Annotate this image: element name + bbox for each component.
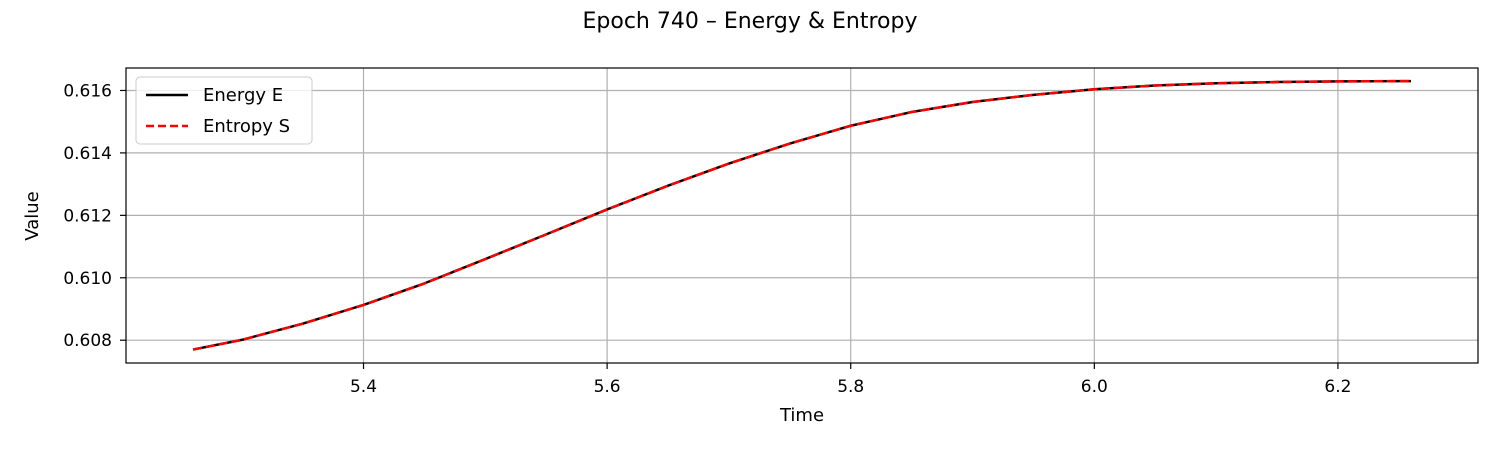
y-tick-label: 0.612	[63, 206, 112, 226]
legend-label-entropy: Entropy S	[203, 116, 290, 137]
series-layer	[192, 79, 1412, 351]
y-tick-label: 0.616	[63, 81, 112, 101]
y-tick-label: 0.608	[63, 331, 112, 351]
series-line-entropy	[192, 79, 1412, 351]
x-tick-label: 5.4	[350, 377, 377, 397]
chart-title: Epoch 740 – Energy & Entropy	[583, 9, 918, 34]
x-axis-ticks: 5.4 5.6 5.8 6.0 6.2	[350, 363, 1351, 397]
legend-label-energy: Energy E	[203, 85, 283, 106]
legend: Energy E Entropy S	[135, 76, 313, 145]
y-tick-label: 0.614	[63, 144, 112, 164]
grid-lines	[126, 68, 1478, 363]
x-tick-label: 5.6	[594, 377, 621, 397]
x-tick-label: 6.2	[1324, 377, 1351, 397]
y-axis-label: Value	[22, 191, 43, 240]
x-tick-label: 5.8	[837, 377, 864, 397]
y-axis-ticks: 0.608 0.610 0.612 0.614 0.616	[63, 81, 126, 351]
x-tick-label: 6.0	[1081, 377, 1108, 397]
y-tick-label: 0.610	[63, 269, 112, 289]
x-axis-label: Time	[779, 405, 824, 426]
